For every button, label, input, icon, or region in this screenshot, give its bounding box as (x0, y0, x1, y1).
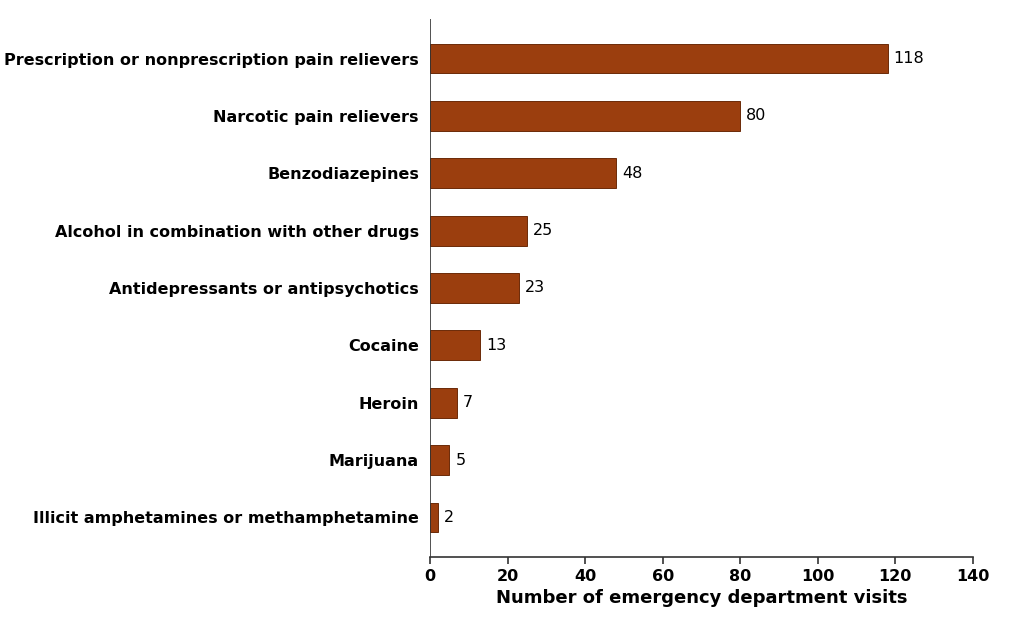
Text: 25: 25 (532, 223, 553, 238)
Text: 118: 118 (893, 51, 924, 66)
Bar (430, 273, 519, 303)
Text: 13: 13 (486, 338, 507, 353)
Bar (430, 44, 888, 74)
Text: 7: 7 (463, 396, 473, 410)
Text: 23: 23 (525, 280, 545, 296)
Text: 80: 80 (746, 108, 766, 124)
Text: 5: 5 (456, 452, 465, 468)
Bar (430, 445, 450, 475)
Text: 48: 48 (622, 166, 642, 180)
Text: 2: 2 (443, 510, 454, 525)
Bar (430, 101, 740, 131)
Bar (430, 158, 616, 188)
X-axis label: Number of emergency department visits: Number of emergency department visits (496, 589, 907, 607)
Bar (430, 330, 480, 360)
Bar (430, 502, 438, 532)
Bar (430, 216, 527, 246)
Bar (430, 388, 457, 418)
